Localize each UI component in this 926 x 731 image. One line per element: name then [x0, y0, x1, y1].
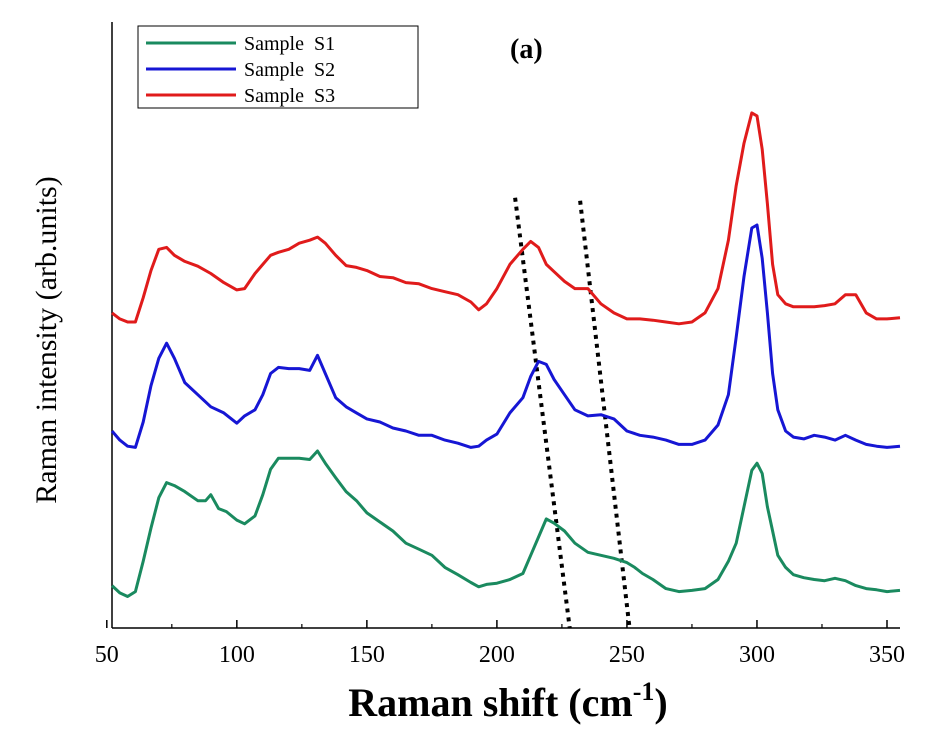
axes — [111, 22, 900, 629]
legend: Sample S1 Sample S2 Sample S3 — [137, 25, 419, 109]
x-axis-title-text: Raman shift (cm — [348, 680, 632, 725]
panel-label: (a) — [510, 34, 543, 65]
x-tick-label-300: 300 — [739, 642, 775, 668]
x-ticks: 50 100 150 200 250 300 350 — [95, 620, 905, 668]
x-tick-label-200: 200 — [479, 642, 515, 668]
series-line-s2 — [110, 223, 901, 449]
x-tick-label-150: 150 — [349, 642, 385, 668]
x-tick-label-100: 100 — [219, 642, 255, 668]
x-axis-title-close: ) — [654, 680, 667, 725]
legend-label-s1: Sample S1 — [244, 33, 335, 55]
y-axis-title: Raman intensity (arb.units) — [30, 176, 63, 503]
x-tick-label-350: 350 — [869, 642, 905, 668]
legend-label-s3: Sample S3 — [244, 85, 335, 107]
x-axis-title-superscript: -1 — [633, 677, 655, 706]
x-axis-title: Raman shift (cm-1) — [348, 677, 667, 725]
x-tick-label-50: 50 — [95, 642, 119, 668]
series-group — [110, 111, 901, 598]
x-tick-label-250: 250 — [609, 642, 645, 668]
legend-label-s2: Sample S2 — [244, 59, 335, 81]
series-line-s3 — [111, 111, 901, 326]
guide-lines — [513, 197, 632, 629]
dotted-guide-line-1 — [513, 197, 572, 629]
series-line-s1 — [110, 449, 901, 598]
